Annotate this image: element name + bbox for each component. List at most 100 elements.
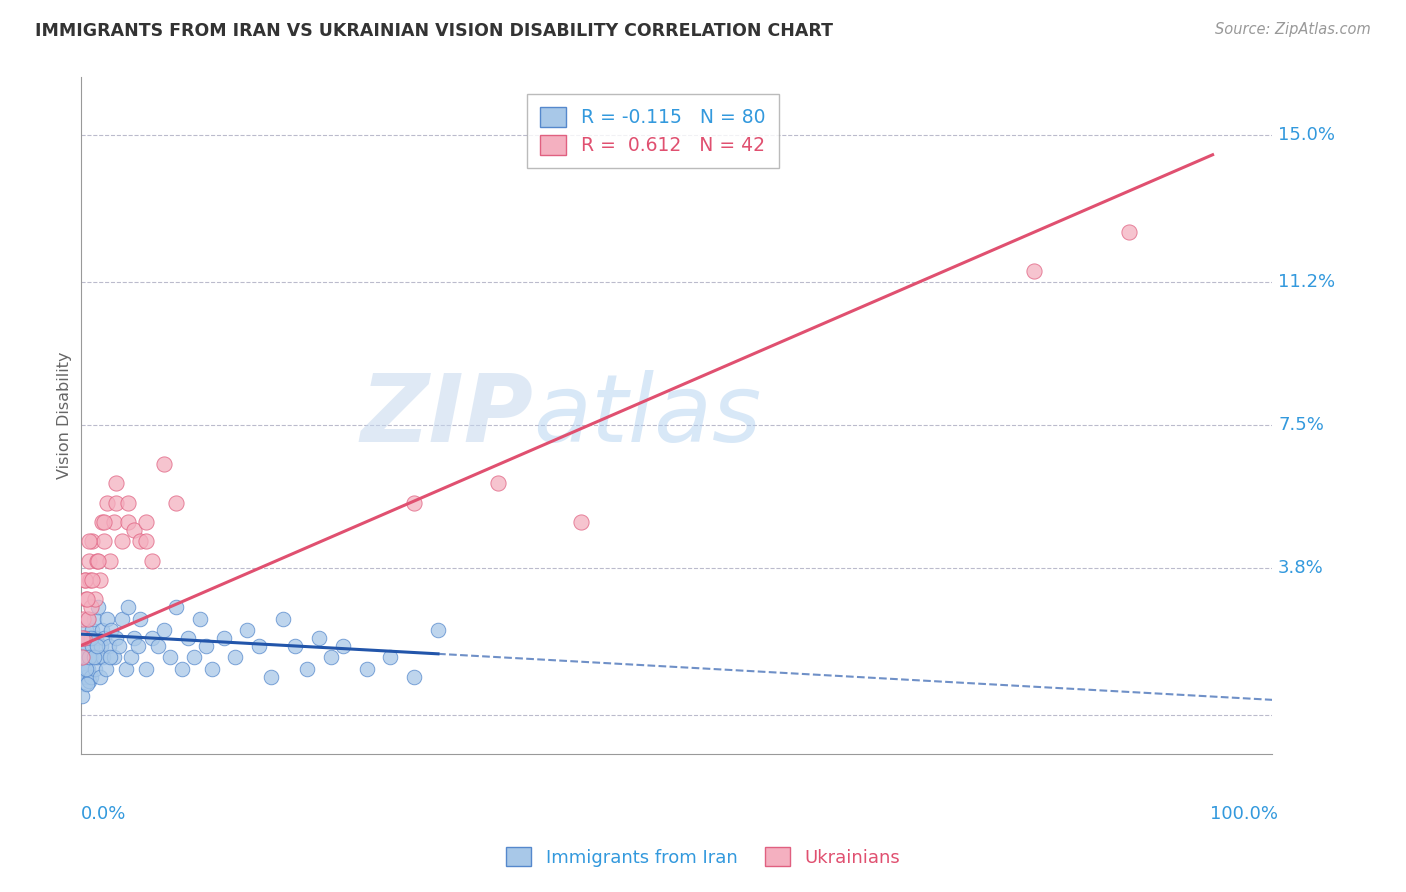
Text: IMMIGRANTS FROM IRAN VS UKRAINIAN VISION DISABILITY CORRELATION CHART: IMMIGRANTS FROM IRAN VS UKRAINIAN VISION… — [35, 22, 834, 40]
Point — [86, 554, 108, 568]
Point — [183, 650, 205, 665]
Point — [135, 515, 157, 529]
Point — [212, 631, 235, 645]
Point — [271, 612, 294, 626]
Point — [83, 592, 105, 607]
Point — [90, 639, 112, 653]
Point — [127, 639, 149, 653]
Point — [117, 600, 139, 615]
Point — [77, 650, 100, 665]
Text: 3.8%: 3.8% — [1278, 559, 1324, 577]
Point — [103, 650, 125, 665]
Point — [80, 573, 103, 587]
Point — [79, 573, 101, 587]
Text: 15.0%: 15.0% — [1278, 127, 1336, 145]
Point — [247, 639, 270, 653]
Point — [98, 650, 121, 665]
Point — [165, 600, 187, 615]
Point — [87, 600, 110, 615]
Point — [141, 631, 163, 645]
Point — [79, 673, 101, 688]
Point — [260, 670, 283, 684]
Point — [295, 662, 318, 676]
Point — [89, 670, 111, 684]
Text: ZIP: ZIP — [360, 369, 533, 462]
Point — [159, 650, 181, 665]
Point — [79, 534, 101, 549]
Point — [80, 624, 103, 638]
Point — [224, 650, 246, 665]
Text: 11.2%: 11.2% — [1278, 273, 1336, 292]
Point — [83, 662, 105, 676]
Point — [194, 639, 217, 653]
Point — [111, 534, 134, 549]
Point — [72, 631, 94, 645]
Point — [73, 631, 96, 645]
Point — [80, 600, 103, 615]
Point — [91, 650, 114, 665]
Point — [308, 631, 330, 645]
Point — [117, 515, 139, 529]
Text: 7.5%: 7.5% — [1278, 417, 1324, 434]
Point — [98, 639, 121, 653]
Point — [76, 612, 98, 626]
Point — [80, 631, 103, 645]
Point — [404, 496, 426, 510]
Point — [75, 650, 97, 665]
Point — [77, 662, 100, 676]
Point — [96, 496, 118, 510]
Point — [73, 662, 96, 676]
Point — [73, 573, 96, 587]
Point — [332, 639, 354, 653]
Point — [141, 554, 163, 568]
Point — [76, 592, 98, 607]
Point — [93, 631, 115, 645]
Point — [1022, 264, 1045, 278]
Point — [70, 650, 93, 665]
Point — [105, 631, 128, 645]
Point — [107, 639, 129, 653]
Point — [165, 496, 187, 510]
Point — [200, 662, 222, 676]
Point — [76, 639, 98, 653]
Point — [86, 650, 108, 665]
Text: atlas: atlas — [533, 370, 762, 461]
Point — [82, 639, 104, 653]
Point — [122, 631, 145, 645]
Point — [73, 677, 96, 691]
Legend: R = -0.115   N = 80, R =  0.612   N = 42: R = -0.115 N = 80, R = 0.612 N = 42 — [526, 94, 779, 169]
Point — [356, 662, 378, 676]
Point — [236, 624, 259, 638]
Point — [427, 624, 450, 638]
Point — [73, 631, 96, 645]
Point — [82, 534, 104, 549]
Point — [105, 476, 128, 491]
Point — [135, 662, 157, 676]
Point — [80, 670, 103, 684]
Point — [569, 515, 592, 529]
Legend: Immigrants from Iran, Ukrainians: Immigrants from Iran, Ukrainians — [499, 840, 907, 874]
Point — [94, 662, 117, 676]
Point — [75, 573, 97, 587]
Point — [153, 457, 176, 471]
Point — [72, 612, 94, 626]
Point — [188, 612, 211, 626]
Point — [72, 650, 94, 665]
Point — [1118, 225, 1140, 239]
Point — [129, 612, 152, 626]
Point — [117, 496, 139, 510]
Point — [76, 670, 98, 684]
Point — [98, 554, 121, 568]
Point — [72, 631, 94, 645]
Y-axis label: Vision Disability: Vision Disability — [58, 352, 72, 480]
Point — [96, 612, 118, 626]
Point — [122, 523, 145, 537]
Point — [91, 624, 114, 638]
Point — [79, 631, 101, 645]
Point — [72, 670, 94, 684]
Text: 100.0%: 100.0% — [1211, 805, 1278, 822]
Point — [72, 639, 94, 653]
Point — [103, 515, 125, 529]
Point — [76, 612, 98, 626]
Point — [404, 670, 426, 684]
